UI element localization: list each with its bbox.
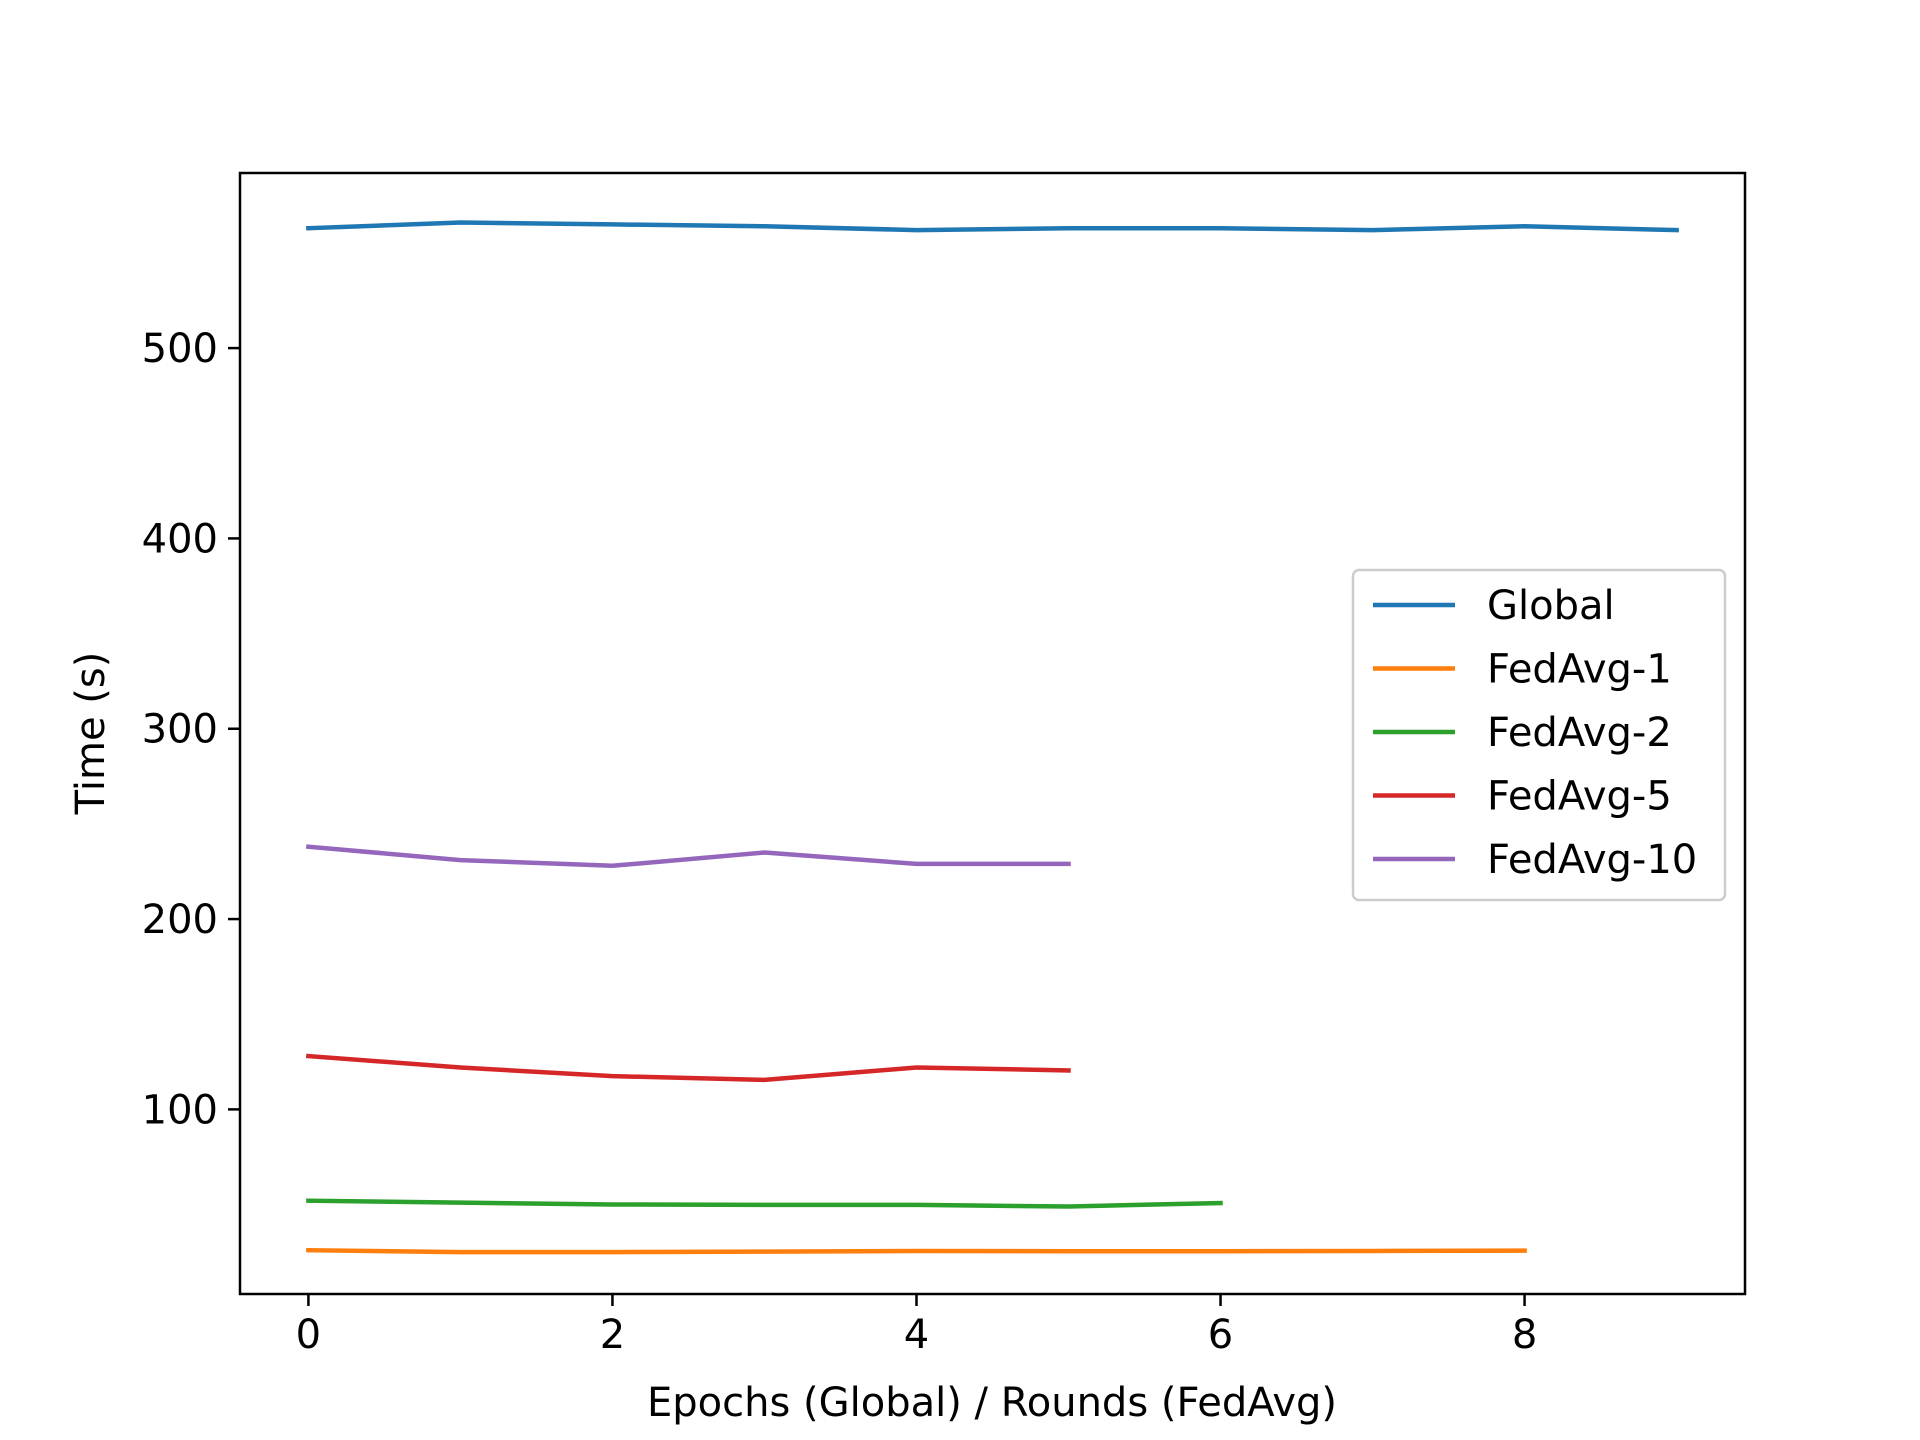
y-tick-label: 500 xyxy=(142,326,218,372)
x-tick-label: 4 xyxy=(904,1312,929,1358)
legend-label-fedavg-1: FedAvg-1 xyxy=(1487,647,1672,693)
legend: Global FedAvg-1 FedAvg-2 FedAvg-5 FedAvg-10 xyxy=(1351,568,1727,902)
x-tick-label: 2 xyxy=(600,1312,625,1358)
series-line-fedavg-2 xyxy=(306,1198,1223,1209)
y-axis: 100 200 300 400 500 xyxy=(142,326,240,1133)
series-line-fedavg-5 xyxy=(305,1053,1071,1083)
legend-label-global: Global xyxy=(1487,583,1615,629)
plot-series xyxy=(305,220,1679,1255)
y-tick-label: 200 xyxy=(142,897,218,943)
legend-box xyxy=(1351,568,1727,902)
legend-label-fedavg-10: FedAvg-10 xyxy=(1487,837,1697,883)
series-line-fedavg-1 xyxy=(306,1247,1527,1255)
series-line-global xyxy=(306,220,1679,233)
x-tick-label: 6 xyxy=(1208,1312,1233,1358)
plot-frame xyxy=(238,171,1747,1296)
y-tick-label: 100 xyxy=(142,1087,218,1133)
y-tick-label: 400 xyxy=(142,516,218,562)
y-tick-label: 300 xyxy=(142,707,218,753)
series-line-fedavg-10 xyxy=(305,844,1071,869)
legend-label-fedavg-5: FedAvg-5 xyxy=(1487,774,1672,820)
x-axis-label: Epochs (Global) / Rounds (FedAvg) xyxy=(647,1380,1337,1426)
x-tick-label: 8 xyxy=(1512,1312,1537,1358)
x-tick-label: 0 xyxy=(296,1312,321,1358)
legend-label-fedavg-2: FedAvg-2 xyxy=(1487,710,1672,756)
x-axis: 0 2 4 6 8 xyxy=(296,1294,1537,1358)
y-axis-label: Time (s) xyxy=(68,652,114,816)
